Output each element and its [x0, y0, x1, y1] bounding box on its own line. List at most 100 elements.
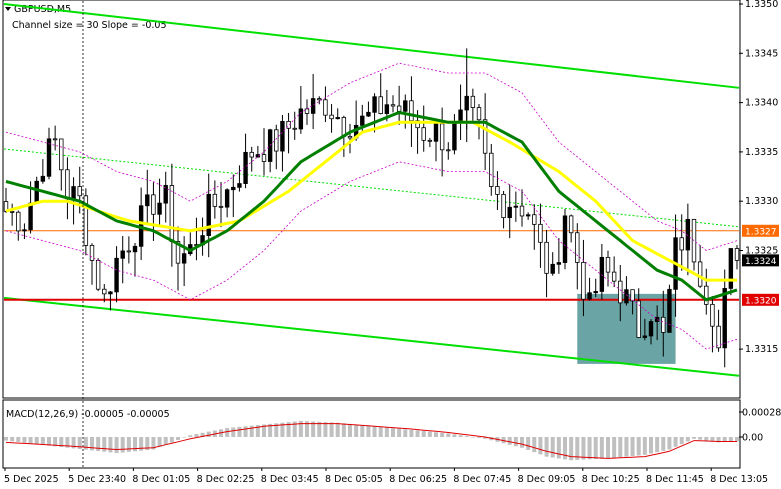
candle-body [65, 169, 70, 200]
channel-upper-line [3, 3, 740, 89]
candle-body [237, 183, 242, 188]
macd-histogram-bar [464, 436, 469, 437]
candle-body [77, 186, 82, 197]
candle-body [181, 253, 187, 264]
candle-body [489, 152, 494, 187]
candle-body [452, 122, 457, 151]
macd-histogram-bar [305, 421, 309, 437]
macd-histogram-bar [311, 421, 316, 437]
candle-body [3, 201, 9, 212]
time-tick-label: 8 Dec 10:25 [582, 474, 640, 485]
candle-body [593, 291, 598, 294]
candle-body [722, 287, 727, 349]
macd-histogram-bar [446, 433, 451, 437]
candle-body [390, 104, 396, 107]
candle-body [114, 257, 119, 293]
macd-histogram-bar [458, 435, 463, 437]
macd-histogram-bar [151, 437, 156, 450]
candle-body [218, 205, 224, 208]
time-tick-label: 8 Dec 09:05 [518, 474, 576, 485]
price-panel-frame [2, 0, 741, 399]
channel-lower-line [3, 296, 740, 377]
candle-body [40, 175, 46, 182]
macd-histogram-bar [384, 427, 389, 437]
macd-histogram-bar [237, 426, 242, 437]
macd-histogram-bar [624, 437, 629, 457]
macd-histogram-bar [231, 427, 236, 437]
macd-histogram-bar [513, 437, 518, 447]
time-tick-label: 8 Dec 13:05 [710, 474, 768, 485]
macd-histogram-bar [145, 437, 150, 451]
macd-histogram-bar [16, 437, 21, 442]
macd-histogram-bar [526, 437, 531, 450]
candle-body [384, 104, 390, 114]
price-label-box [742, 293, 779, 306]
candle-body [366, 111, 371, 117]
time-axis: 5 Dec 2025 5 Dec 23:40 8 Dec 01:05 8 Dec 02… [4, 468, 768, 485]
candle-body [396, 105, 402, 112]
candle-body [157, 202, 162, 215]
macd-histogram-bar [206, 431, 211, 437]
macd-histogram-bar [409, 429, 414, 437]
candle-body [618, 280, 623, 304]
candle-body [108, 291, 113, 295]
macd-histogram-bar [102, 437, 107, 452]
candle-body [206, 193, 211, 236]
candle-body [470, 95, 476, 108]
macd-histogram-bar [735, 437, 739, 442]
candle-body [433, 123, 439, 142]
macd-histogram-bar [372, 426, 377, 437]
time-tick-label: 8 Dec 03:45 [261, 474, 319, 485]
time-tick-label: 8 Dec 07:45 [453, 474, 511, 485]
candle-body [538, 223, 543, 243]
candle-body [624, 289, 629, 304]
candle-body [274, 129, 279, 152]
candle-body [599, 256, 605, 292]
candle-body [292, 127, 297, 130]
candle-body [501, 193, 506, 219]
price-label-resistance: 1.3327 [745, 227, 777, 237]
candle-body [372, 96, 377, 113]
candle-body [562, 215, 568, 263]
candle-body [421, 127, 426, 141]
price-tick-label: 1.3315 [745, 344, 778, 355]
price-tick-label: 1.3345 [745, 48, 778, 59]
macd-histogram-bar [397, 428, 402, 437]
macd-histogram-bar [692, 437, 696, 439]
macd-histogram-bar [378, 426, 383, 437]
macd-histogram-bar [544, 437, 549, 457]
macd-histogram-bar [10, 437, 15, 442]
candle-body [525, 214, 531, 217]
macd-histogram-bar [612, 437, 617, 458]
candle-body [224, 189, 230, 208]
candle-body [298, 108, 304, 130]
macd-histogram-bar [673, 437, 678, 447]
candle-body [630, 289, 635, 302]
macd-histogram-bar [636, 437, 641, 456]
candle-body [95, 260, 101, 290]
macd-histogram-bar [280, 422, 285, 437]
candle-body [704, 285, 709, 305]
macd-histogram-bar [477, 437, 481, 438]
macd-histogram-bar [4, 437, 8, 441]
macd-histogram-bar [716, 437, 721, 443]
macd-plot [4, 420, 739, 461]
candle-body [575, 232, 580, 263]
price-axis: 1.33501.33451.33401.33351.33301.33251.33… [739, 0, 779, 355]
macd-histogram-bar [40, 437, 45, 445]
macd-histogram-bar [169, 437, 174, 443]
time-tick-label: 8 Dec 05:05 [325, 474, 383, 485]
candle-body [495, 186, 500, 195]
macd-histogram-bar [262, 424, 266, 437]
macd-histogram-bar [194, 434, 199, 437]
macd-histogram-bar [563, 437, 567, 460]
candle-body [611, 271, 617, 282]
dropdown-arrow-icon[interactable] [5, 7, 11, 11]
price-label-current: 1.3324 [745, 257, 777, 267]
candle-body [323, 99, 328, 116]
macd-histogram-bar [575, 437, 580, 460]
macd-histogram-bar [348, 423, 352, 437]
candle-body [163, 185, 168, 204]
macd-label: MACD(12,26,9) -0.00005 -0.00005 [6, 409, 170, 420]
candle-body [605, 256, 611, 273]
